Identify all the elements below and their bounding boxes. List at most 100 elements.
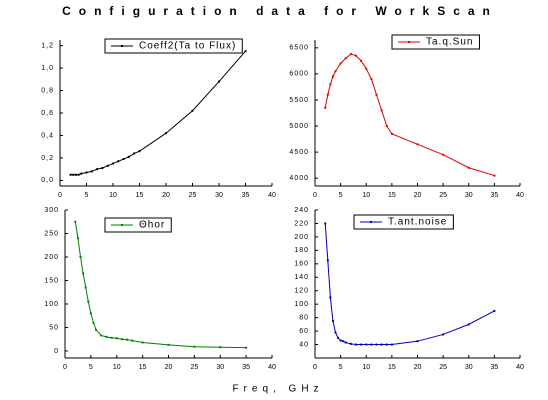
point <box>74 220 77 223</box>
y-tick-label: 6500 <box>289 45 309 52</box>
point <box>442 153 445 156</box>
point <box>82 272 85 275</box>
point <box>96 168 99 171</box>
point <box>87 300 90 303</box>
point <box>193 345 196 348</box>
y-tick-label: 0,2 <box>41 155 54 162</box>
x-tick-label: 30 <box>215 192 223 199</box>
point <box>337 336 340 339</box>
y-tick-label: 120 <box>294 288 309 295</box>
y-tick-label: 150 <box>44 277 59 284</box>
legend-label: Coeff2(Ta to Flux) <box>139 41 236 52</box>
point <box>355 343 357 346</box>
point <box>442 333 445 336</box>
x-tick-label: 35 <box>490 364 498 371</box>
x-tick-label: 0 <box>58 192 62 199</box>
y-tick-label: 300 <box>44 207 59 214</box>
point <box>115 337 118 340</box>
y-tick-label: 0 <box>54 348 59 355</box>
y-tick-label: 5500 <box>289 97 309 104</box>
x-tick-label: 20 <box>165 364 173 371</box>
point <box>90 170 93 173</box>
x-tick-label: 25 <box>439 364 447 371</box>
point <box>339 62 342 65</box>
y-tick-label: 240 <box>294 207 309 214</box>
point <box>380 109 383 112</box>
point <box>126 338 129 341</box>
point <box>370 343 373 346</box>
legend-marker <box>121 45 123 47</box>
x-axis-label: Freq, GHz <box>232 384 323 395</box>
point <box>326 93 329 96</box>
point <box>191 109 194 112</box>
point <box>100 334 103 337</box>
legend-marker <box>370 221 372 223</box>
y-tick-label: 6000 <box>289 71 309 78</box>
point <box>324 106 327 109</box>
point <box>138 150 141 153</box>
point <box>334 331 337 334</box>
point <box>370 78 373 81</box>
legend-box <box>353 214 454 230</box>
x-tick-label: 30 <box>465 364 473 371</box>
x-tick-label: 10 <box>362 192 370 199</box>
legend: Θhor <box>104 217 172 233</box>
point <box>76 237 79 240</box>
x-tick-label: 5 <box>339 364 343 371</box>
point <box>416 143 419 146</box>
point <box>105 335 108 338</box>
y-tick-label: 0,0 <box>41 177 54 184</box>
x-tick-label: 40 <box>268 192 276 199</box>
point <box>390 343 393 346</box>
x-tick-label: 10 <box>109 192 117 199</box>
point <box>141 341 144 344</box>
point <box>84 286 87 289</box>
figure-title: Configuration data for WorkScan <box>62 4 498 18</box>
point <box>101 167 104 170</box>
x-tick-label: 35 <box>242 364 250 371</box>
point <box>342 340 345 343</box>
point <box>493 174 496 177</box>
y-tick-label: 180 <box>294 247 309 254</box>
point <box>380 343 383 346</box>
point <box>360 343 363 346</box>
legend: Coeff2(Ta to Flux) <box>104 38 243 54</box>
point <box>365 67 368 70</box>
point <box>92 321 95 324</box>
y-tick-label: 100 <box>294 301 309 308</box>
legend-marker <box>121 224 123 226</box>
point <box>331 75 334 78</box>
point <box>244 50 247 53</box>
point <box>390 132 393 135</box>
x-tick-label: 30 <box>465 192 473 199</box>
point <box>245 346 248 349</box>
point <box>112 162 114 165</box>
point <box>331 320 334 322</box>
point <box>334 70 337 73</box>
point <box>85 171 88 174</box>
x-tick-label: 10 <box>362 364 370 371</box>
point <box>416 340 419 343</box>
point <box>467 323 470 326</box>
x-tick-label: 20 <box>414 192 422 199</box>
y-tick-label: 60 <box>299 328 309 335</box>
x-tick-label: 0 <box>313 364 317 371</box>
point <box>122 158 125 161</box>
y-tick-label: 1,2 <box>41 42 54 49</box>
y-tick-label: 160 <box>294 261 309 268</box>
y-tick-label: 50 <box>49 324 59 331</box>
x-tick-label: 15 <box>388 192 396 199</box>
x-tick-label: 35 <box>490 192 498 199</box>
x-tick-label: 35 <box>242 192 250 199</box>
point <box>74 173 77 176</box>
y-tick-label: 1,0 <box>41 65 54 72</box>
y-tick-label: 0,6 <box>41 110 54 117</box>
legend-marker <box>408 41 410 43</box>
point <box>339 339 342 342</box>
x-tick-label: 25 <box>189 192 197 199</box>
series-line <box>70 50 246 176</box>
y-tick-label: 100 <box>44 301 59 308</box>
legend-label: Ta.q.Sun <box>426 37 473 48</box>
x-tick-label: 40 <box>516 192 524 199</box>
point <box>165 132 167 135</box>
